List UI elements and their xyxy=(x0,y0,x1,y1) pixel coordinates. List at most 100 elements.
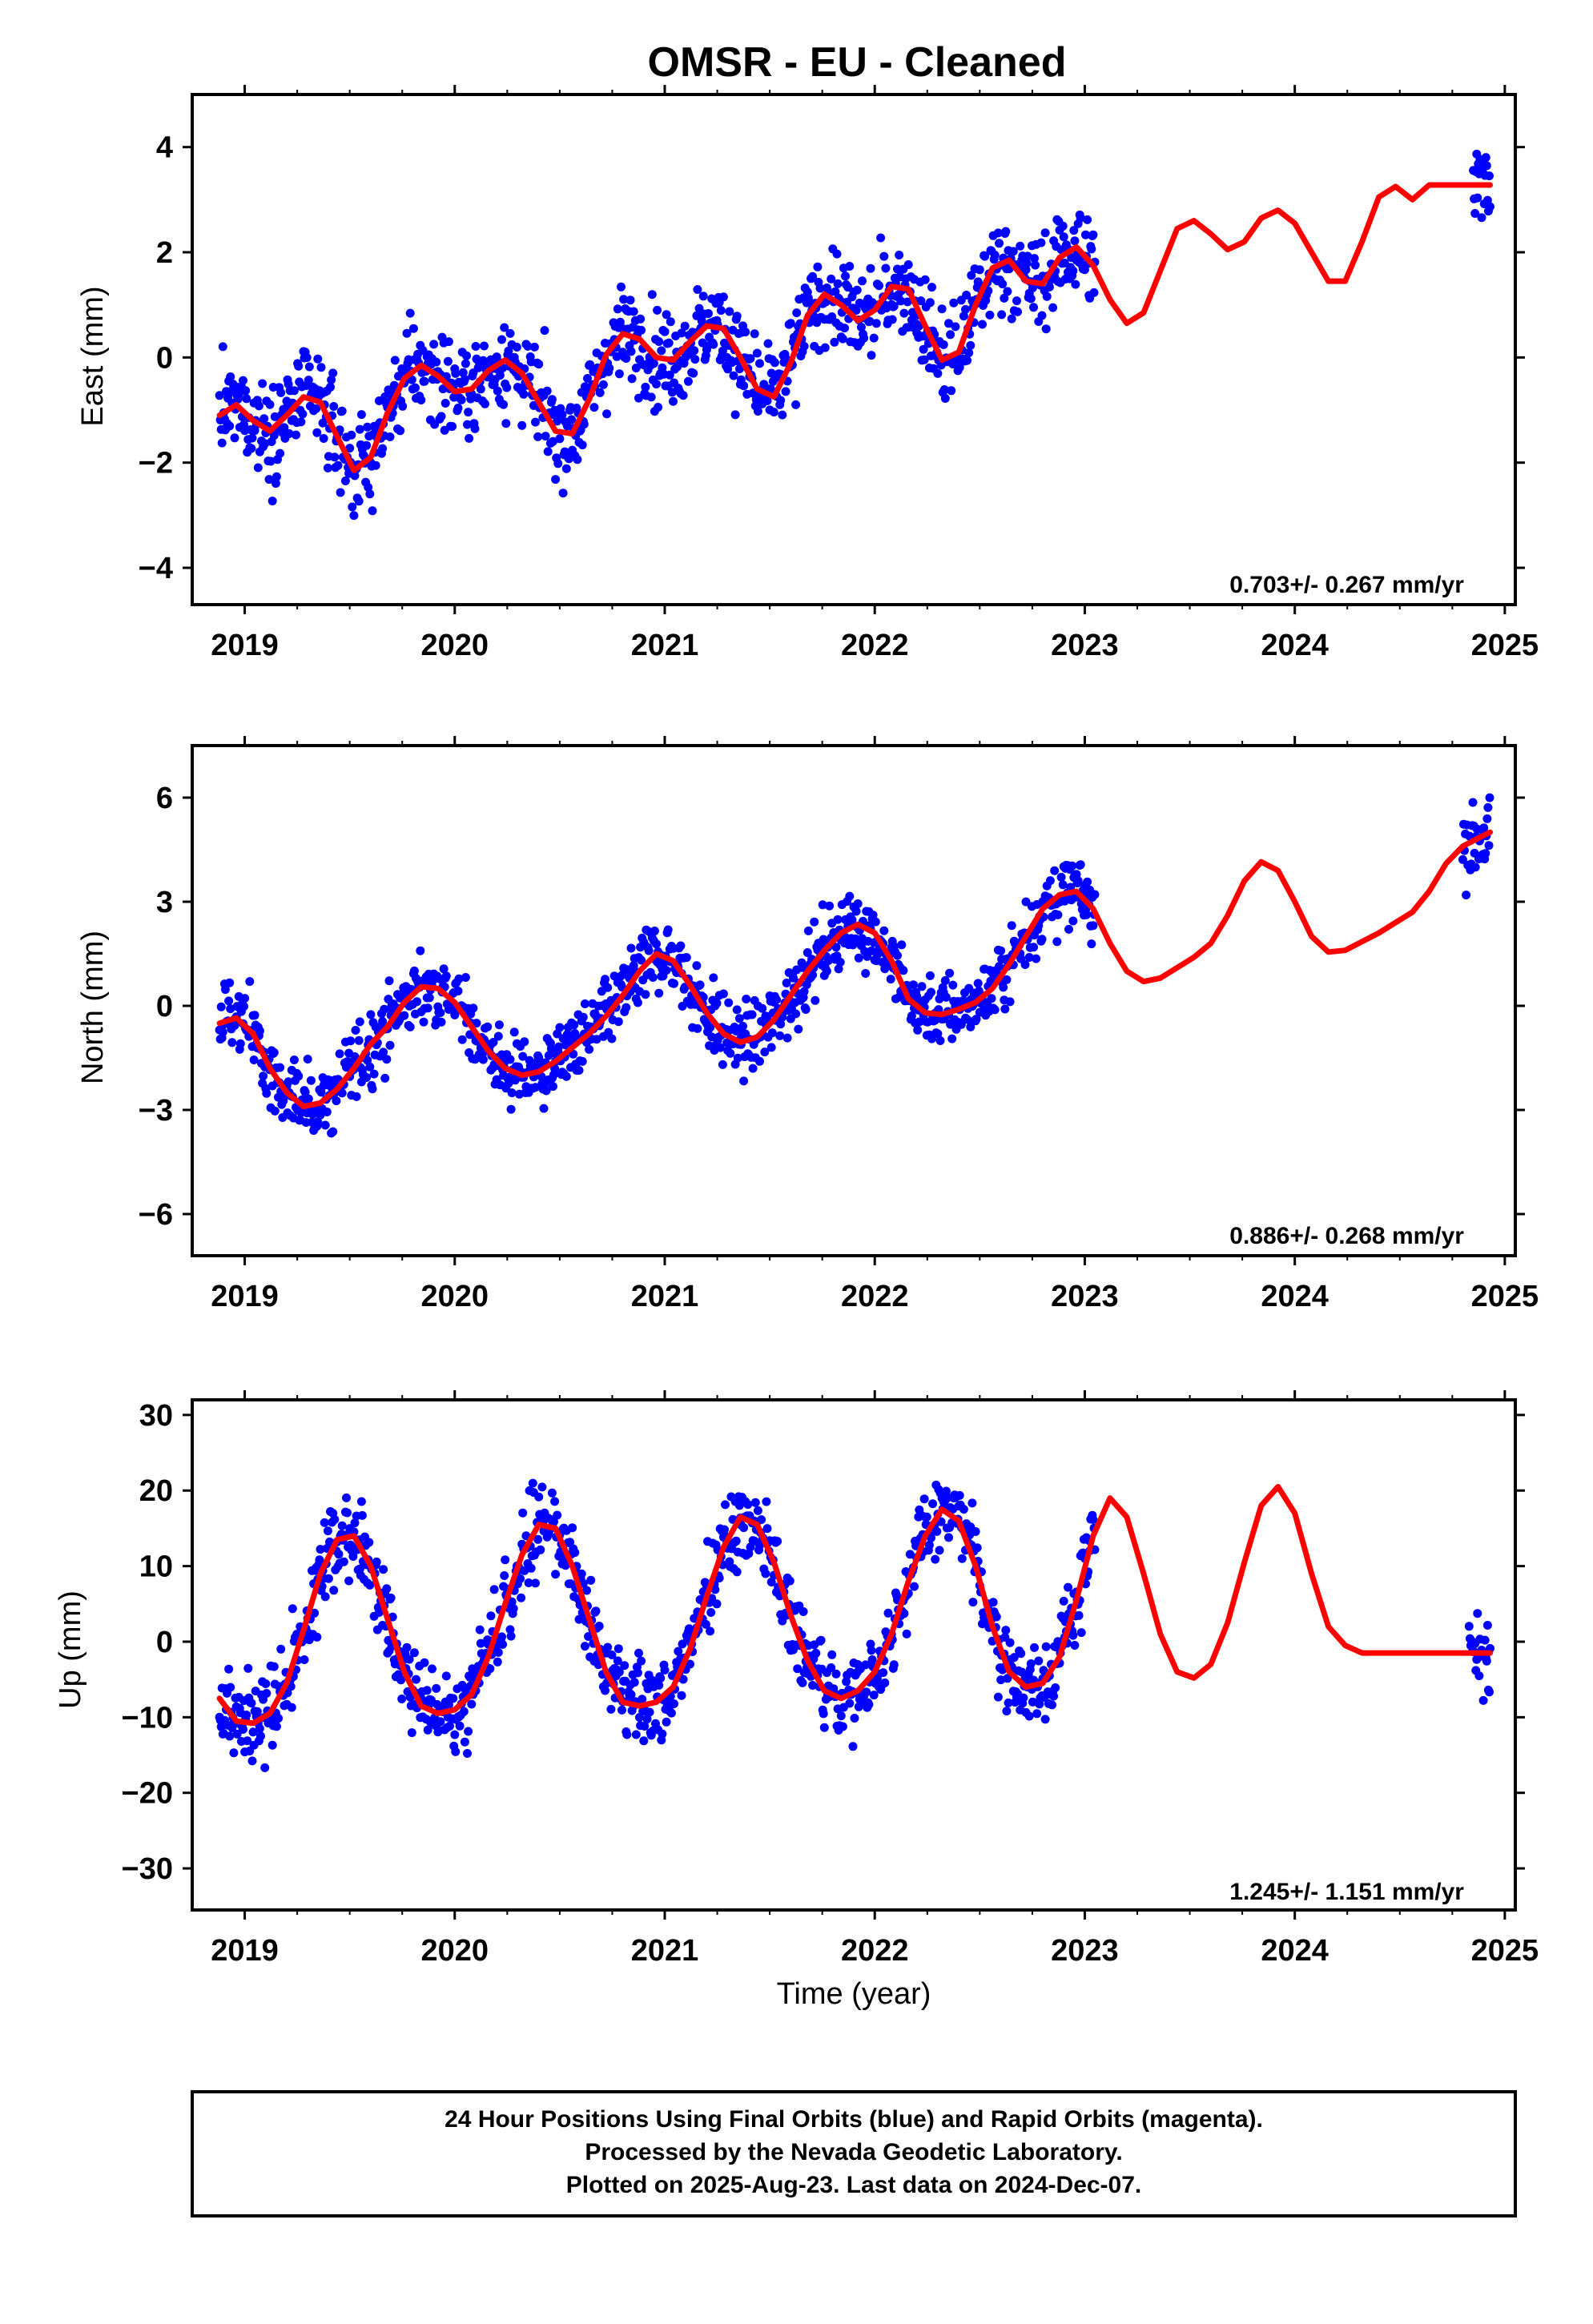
data-point xyxy=(398,401,408,411)
data-point xyxy=(1042,292,1052,301)
data-point xyxy=(345,444,355,453)
data-point xyxy=(732,312,742,321)
y-tick-label: 30 xyxy=(139,1399,173,1433)
data-point xyxy=(665,370,674,380)
data-point xyxy=(229,1748,239,1758)
data-point xyxy=(833,915,843,924)
data-point xyxy=(1068,916,1078,926)
data-point xyxy=(519,389,529,399)
data-point xyxy=(868,911,878,920)
data-point xyxy=(1064,1582,1072,1592)
data-point xyxy=(848,1742,858,1751)
y-tick-label: −3 xyxy=(139,1094,173,1128)
data-point xyxy=(356,1497,366,1506)
data-point xyxy=(1483,802,1493,812)
data-point xyxy=(732,1567,742,1577)
data-point xyxy=(533,1534,543,1544)
data-point xyxy=(626,943,636,953)
data-point xyxy=(243,1736,252,1746)
data-point xyxy=(1076,1628,1086,1638)
data-point xyxy=(631,1730,641,1739)
data-point xyxy=(1049,1691,1059,1701)
data-point xyxy=(365,1062,375,1072)
data-point xyxy=(518,1051,528,1061)
data-point xyxy=(1486,202,1494,211)
data-point xyxy=(561,464,571,473)
data-point xyxy=(944,1533,953,1542)
data-point xyxy=(972,1543,982,1553)
data-point xyxy=(714,1574,724,1582)
data-point xyxy=(1045,876,1055,886)
data-point xyxy=(750,1498,760,1507)
data-point xyxy=(505,1055,515,1064)
data-point xyxy=(409,1648,419,1658)
data-point xyxy=(1000,293,1009,303)
data-point xyxy=(940,976,950,985)
data-point xyxy=(927,283,936,292)
data-point xyxy=(501,419,511,428)
data-point xyxy=(333,460,343,470)
data-point xyxy=(721,1500,730,1510)
data-point xyxy=(949,298,959,308)
data-point xyxy=(412,997,422,1007)
data-point xyxy=(852,285,862,295)
data-point xyxy=(1002,1707,1012,1716)
data-point xyxy=(1053,910,1063,919)
data-point xyxy=(320,1518,329,1527)
data-point xyxy=(355,424,364,434)
data-point xyxy=(642,1715,652,1724)
data-point xyxy=(520,1037,529,1047)
data-point xyxy=(767,1028,777,1038)
data-point xyxy=(582,1586,591,1595)
data-point xyxy=(832,249,842,259)
data-point xyxy=(794,1024,803,1034)
data-point xyxy=(382,1584,392,1594)
data-point xyxy=(1044,282,1054,292)
data-point xyxy=(637,325,646,335)
x-tick-label: 2021 xyxy=(631,1934,699,1968)
data-point xyxy=(547,395,557,404)
data-point xyxy=(730,410,740,420)
data-point xyxy=(573,455,582,464)
data-point xyxy=(1036,238,1046,247)
data-point xyxy=(718,1059,727,1069)
data-point xyxy=(464,1727,473,1736)
data-point xyxy=(366,1010,376,1019)
data-point xyxy=(647,290,657,300)
data-point xyxy=(997,310,1007,320)
data-point xyxy=(266,456,276,466)
data-point xyxy=(1474,1671,1484,1681)
data-point xyxy=(319,434,328,443)
data-point xyxy=(889,301,899,311)
data-point xyxy=(905,1550,915,1559)
data-point xyxy=(243,1663,253,1673)
data-point xyxy=(288,1604,297,1614)
data-point xyxy=(845,1699,855,1708)
x-tick-label: 2025 xyxy=(1471,1280,1539,1313)
data-point xyxy=(354,497,364,506)
y-tick-label: −4 xyxy=(139,552,173,585)
data-point xyxy=(652,939,661,949)
data-point xyxy=(255,1026,264,1035)
data-point xyxy=(1485,1687,1494,1697)
data-point xyxy=(451,1747,461,1756)
data-point xyxy=(354,1035,364,1045)
data-point xyxy=(586,1575,596,1585)
data-point xyxy=(215,391,224,400)
data-point xyxy=(460,375,469,384)
data-point xyxy=(1016,241,1025,251)
data-point xyxy=(255,1724,264,1733)
data-point xyxy=(416,396,426,404)
up-y-axis-label: Up (mm) xyxy=(54,1590,87,1709)
data-point xyxy=(680,321,690,331)
data-point xyxy=(499,400,509,409)
data-point xyxy=(1051,1683,1060,1692)
data-point xyxy=(294,361,304,371)
data-point xyxy=(363,422,372,432)
data-point xyxy=(851,934,860,943)
data-point xyxy=(845,262,855,271)
data-point xyxy=(706,1626,715,1636)
data-point xyxy=(694,304,704,313)
data-point xyxy=(967,271,976,280)
y-tick-label: 10 xyxy=(139,1550,173,1584)
